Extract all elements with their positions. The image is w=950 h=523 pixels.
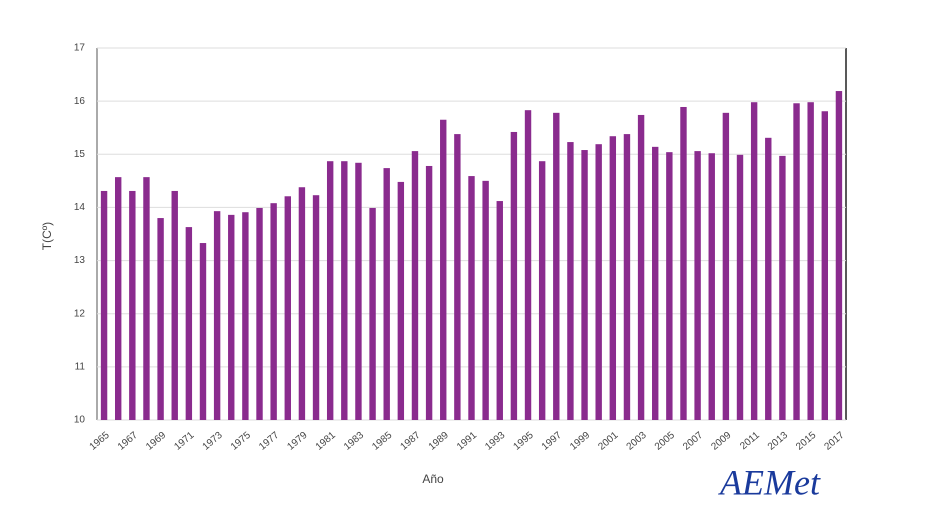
bar <box>213 211 221 420</box>
x-tick-label: 1997 <box>540 430 564 453</box>
x-tick-label: 1985 <box>370 430 394 453</box>
bar <box>383 168 390 420</box>
bar <box>171 190 178 420</box>
x-tick-label: 2007 <box>681 430 705 453</box>
x-tick-label: 1989 <box>427 430 451 453</box>
y-tick-label: 13 <box>74 255 86 266</box>
bar <box>680 106 687 420</box>
bar <box>623 134 631 420</box>
x-tick-label: 2009 <box>709 430 733 453</box>
bar <box>242 212 249 420</box>
x-tick-label: 2003 <box>625 430 649 453</box>
bar <box>807 102 814 420</box>
y-tick-label: 15 <box>74 149 86 160</box>
bar <box>835 91 843 420</box>
bar <box>468 176 475 420</box>
x-tick-label: 1999 <box>568 430 592 453</box>
x-tick-label: 2017 <box>822 430 846 453</box>
bar <box>538 161 546 421</box>
bar <box>440 119 447 420</box>
bar <box>411 151 419 420</box>
bar <box>482 180 489 420</box>
x-tick-label: 1969 <box>144 430 168 453</box>
bar <box>312 195 320 420</box>
bar <box>143 177 150 420</box>
bar <box>298 187 306 420</box>
bar <box>425 165 433 420</box>
bar <box>567 142 574 420</box>
bar <box>341 161 348 421</box>
bar <box>821 111 829 421</box>
bar <box>652 146 659 421</box>
x-tick-label: 1981 <box>314 430 338 453</box>
bar <box>722 112 730 420</box>
bar <box>765 137 772 420</box>
x-tick-label: 2011 <box>738 430 762 453</box>
y-axis-label: T(Cº) <box>40 222 54 250</box>
y-tick-label: 10 <box>74 415 86 426</box>
bar <box>510 131 518 421</box>
x-tick-label: 2015 <box>794 430 818 453</box>
bar <box>524 110 532 421</box>
x-tick-label: 1995 <box>512 430 536 453</box>
x-tick-label: 2005 <box>653 430 677 453</box>
bar <box>199 243 207 420</box>
bar <box>270 203 277 420</box>
bar <box>397 181 405 420</box>
x-axis-label: Año <box>422 472 444 486</box>
bar <box>637 114 645 421</box>
bar <box>157 218 164 420</box>
x-tick-label: 1991 <box>455 430 479 453</box>
y-tick-label: 16 <box>74 96 86 107</box>
bar <box>694 151 701 420</box>
bar <box>581 150 588 420</box>
bar <box>355 162 362 420</box>
bar <box>369 207 376 420</box>
bar <box>666 152 673 420</box>
bar <box>779 155 786 420</box>
bar <box>609 136 617 420</box>
x-tick-label: 1965 <box>88 430 112 453</box>
x-tick-label: 1977 <box>257 430 281 453</box>
bar <box>326 161 334 421</box>
y-tick-label: 14 <box>74 202 86 213</box>
x-tick-label: 1973 <box>201 430 225 453</box>
y-tick-label: 11 <box>75 361 86 372</box>
bar <box>256 207 263 420</box>
x-tick-label: 2001 <box>596 430 620 453</box>
bar <box>454 134 461 420</box>
x-tick-label: 1993 <box>483 430 507 453</box>
bar <box>185 227 193 420</box>
bar <box>228 214 235 420</box>
bar <box>750 102 758 420</box>
bar <box>708 153 715 421</box>
x-tick-label: 1987 <box>398 430 422 453</box>
logo: AEMet <box>718 462 821 502</box>
x-tick-label: 1971 <box>172 430 196 453</box>
bar <box>736 154 744 420</box>
bar <box>793 103 800 421</box>
y-tick-label: 17 <box>74 43 86 54</box>
x-tick-label: 1979 <box>285 430 309 453</box>
x-tick-label: 1975 <box>229 430 253 453</box>
bar <box>100 190 108 420</box>
x-tick-label: 2013 <box>766 430 790 453</box>
bar <box>553 112 560 420</box>
bar <box>284 196 291 420</box>
x-tick-label: 1983 <box>342 430 366 453</box>
bar <box>496 201 503 420</box>
bar <box>114 177 122 420</box>
y-tick-label: 12 <box>74 308 86 319</box>
bar <box>595 144 602 420</box>
bar <box>129 190 136 420</box>
x-tick-label: 1967 <box>116 430 140 453</box>
